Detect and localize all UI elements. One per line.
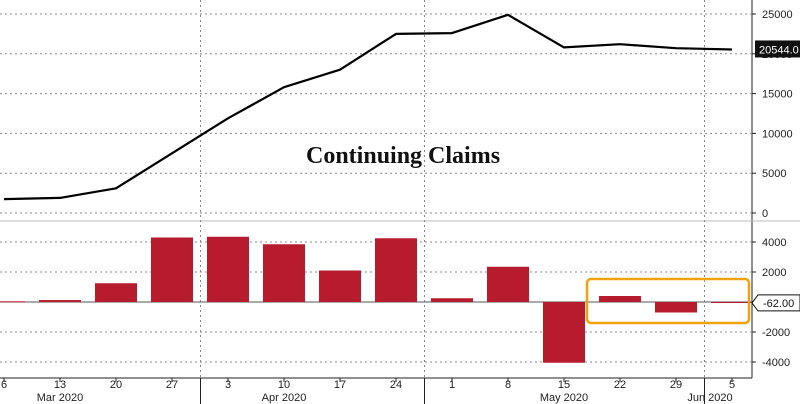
month-label: Jun 2020	[687, 392, 732, 404]
last-value-badge	[751, 294, 800, 312]
x-tick-label: 24	[390, 379, 402, 391]
y-tick-label: 4000	[762, 237, 786, 249]
weekly-change-panel: 4000 2000 -2000 -4000 -62.00	[0, 236, 800, 369]
y-tick-label: 15000	[762, 89, 793, 101]
x-tick-label: 22	[614, 379, 626, 391]
x-tick-label: 8	[505, 379, 511, 391]
bar	[599, 296, 641, 302]
x-tick-label: 15	[558, 379, 570, 391]
x-tick-label: 1	[449, 379, 455, 391]
x-tick-label: 3	[225, 379, 231, 391]
bar	[711, 302, 753, 303]
last-value-label: -62.00	[763, 298, 794, 310]
month-label: Apr 2020	[262, 392, 307, 404]
x-axis: 6 13 20 27 3 10 17 24 1 8 15 22 29 5 Mar 2020 Apr 2020 M…	[0, 377, 752, 404]
bar	[263, 244, 305, 302]
bar	[95, 283, 137, 302]
bar	[207, 236, 249, 302]
y-tick-label: 2000	[762, 267, 786, 279]
last-value-label: 20544.0	[759, 44, 799, 56]
x-tick-label: 29	[670, 379, 682, 391]
x-tick-label: 17	[334, 379, 346, 391]
bar	[375, 238, 417, 302]
y-tick-label: -2000	[762, 327, 790, 339]
bar	[655, 302, 697, 313]
bar	[151, 237, 193, 302]
continuing-claims-line	[3, 13, 733, 201]
y-tick-label: 0	[762, 208, 768, 220]
month-label: May 2020	[540, 392, 588, 404]
y-tick-label: -4000	[762, 357, 790, 369]
bar	[543, 302, 585, 363]
continuing-claims-panel: 250002000015000100005000020544.0	[0, 0, 800, 378]
bar	[319, 270, 361, 302]
x-tick-label: 13	[54, 379, 66, 391]
highlight-box	[585, 277, 751, 325]
x-tick-label: 27	[166, 379, 178, 391]
y-tick-label: 5000	[762, 168, 786, 180]
x-tick-label: 20	[110, 379, 122, 391]
bar	[0, 301, 25, 303]
y-tick-label: 10000	[762, 128, 793, 140]
last-value-badge	[755, 40, 800, 58]
x-tick-label: 5	[729, 379, 735, 391]
x-tick-label: 10	[278, 379, 290, 391]
bar	[431, 298, 473, 302]
y-tick-label: 25000	[762, 9, 793, 21]
bar	[487, 266, 529, 302]
chart-title: Continuing Claims	[306, 143, 500, 169]
bar	[39, 300, 81, 302]
month-label: Mar 2020	[37, 392, 83, 404]
x-tick-label: 6	[1, 379, 7, 391]
